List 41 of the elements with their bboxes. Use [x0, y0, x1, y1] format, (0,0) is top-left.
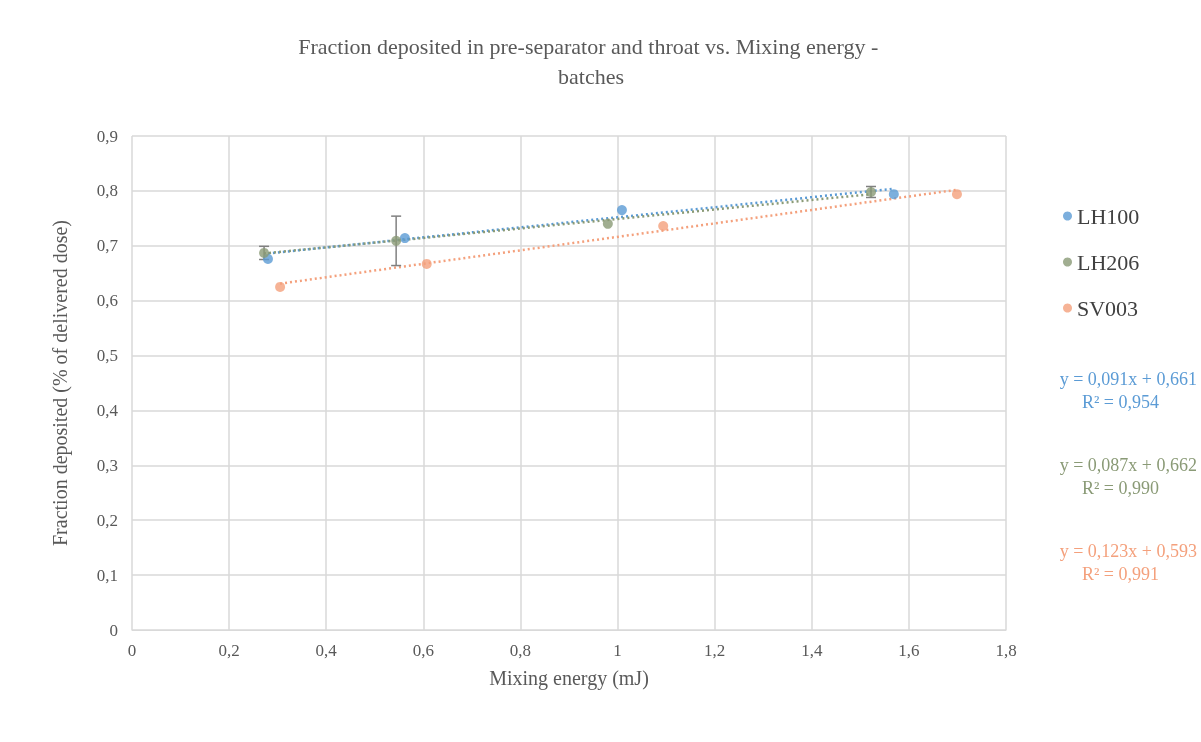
point [275, 281, 286, 292]
x-tick-label: 1 [613, 641, 622, 660]
y-tick-label: 0,4 [96, 400, 119, 420]
x-tick-label: 1,2 [704, 641, 726, 660]
point [658, 221, 669, 232]
y-tick-label: 0,1 [96, 565, 118, 585]
point [888, 189, 899, 200]
x-tick-label: 1,8 [995, 641, 1017, 660]
x-axis-title: Mixing energy (mJ) [489, 667, 649, 690]
y-tick-label: 0,9 [96, 126, 118, 146]
y-tick-label: 0,2 [96, 510, 118, 530]
text: R² = 0,954 [1081, 392, 1160, 412]
y-tick-label: 0,7 [96, 236, 119, 256]
y-tick-label: 0,3 [96, 455, 118, 475]
y-tick-label: 0,5 [96, 346, 118, 366]
x-tick-label: 1,4 [801, 641, 823, 660]
x-tick-label: 0,4 [315, 641, 338, 660]
y-tick-label: 0 [109, 620, 118, 640]
point [602, 218, 613, 229]
text: R² = 0,991 [1081, 564, 1160, 584]
point [421, 258, 432, 269]
point [951, 189, 962, 200]
x-tick-label: 0,2 [218, 641, 240, 660]
y-tick-label: 0,6 [96, 291, 118, 311]
x-tick-label: 1,6 [898, 641, 920, 660]
text: y = 0,091x + 0,661 [1059, 369, 1198, 389]
point [399, 233, 410, 244]
text: y = 0,123x + 0,593 [1059, 541, 1198, 561]
x-tick-label: 0,6 [412, 641, 434, 660]
y-tick-label: 0,8 [96, 181, 118, 201]
point [616, 205, 627, 216]
legend-label: LH100 [1077, 203, 1140, 229]
x-tick-label: 0 [127, 641, 137, 660]
chart-title: Fraction deposited in pre-separator and throat vs. Mixing energy - batches [298, 33, 884, 89]
y-axis-title: Fraction deposited (% of delivered dose) [49, 219, 72, 547]
point [391, 235, 402, 246]
legend-label: LH206 [1077, 249, 1140, 275]
text: y = 0,087x + 0,662 [1059, 455, 1198, 475]
legend-label: SV003 [1077, 295, 1139, 321]
x-tick-label: 0,8 [509, 641, 532, 660]
text: R² = 0,990 [1081, 478, 1160, 498]
